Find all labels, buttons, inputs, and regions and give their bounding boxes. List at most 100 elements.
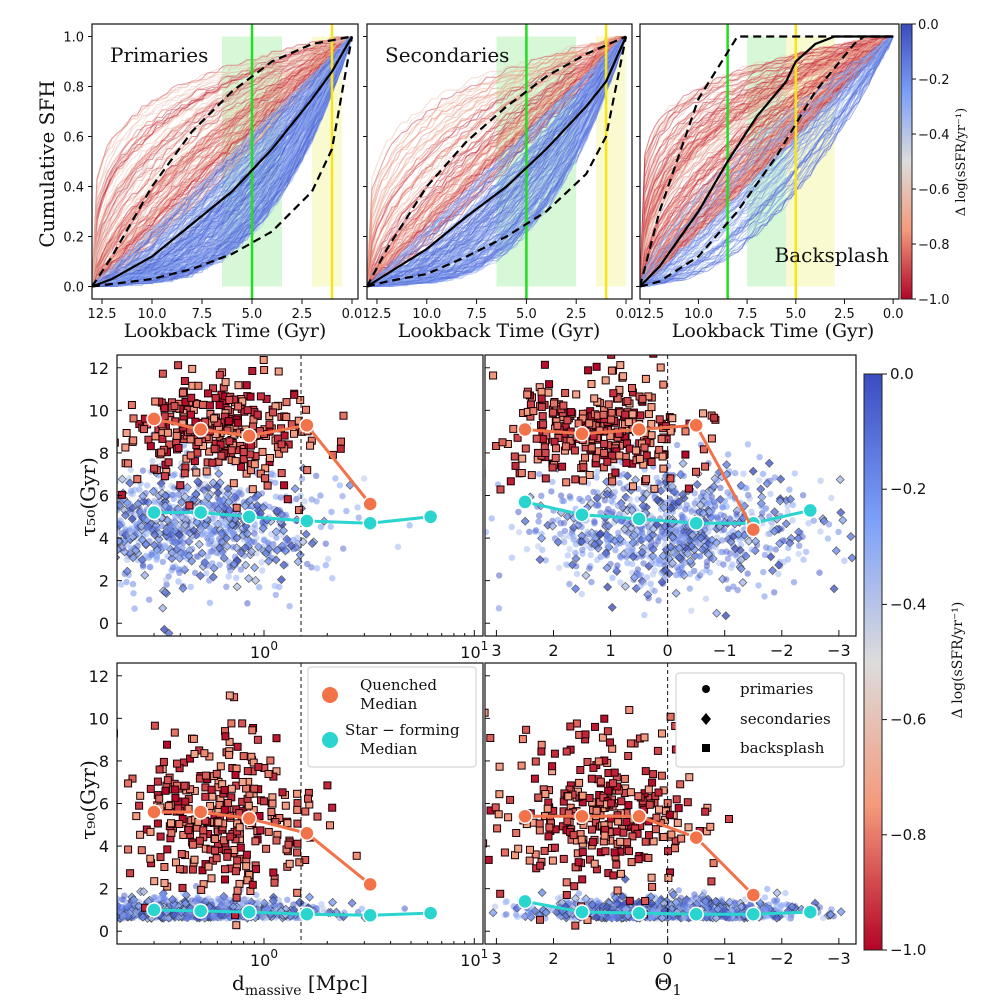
sf-point	[723, 548, 730, 555]
sf-point	[772, 546, 779, 553]
sfh-track	[92, 36, 353, 287]
sf-point	[273, 534, 280, 541]
sf-point	[736, 555, 746, 565]
quenched-point	[150, 464, 159, 473]
sfh-track	[92, 36, 353, 287]
sf-point	[692, 480, 702, 489]
sf-point	[756, 453, 763, 461]
sfh-track	[367, 36, 627, 287]
sfh-track	[92, 36, 353, 285]
quenched-point	[190, 750, 199, 758]
sf-point	[107, 480, 113, 486]
sfh-track	[92, 36, 353, 287]
sfh-track	[92, 36, 353, 287]
sfh-track	[92, 36, 353, 287]
sf-point	[206, 531, 214, 538]
sf-point	[688, 607, 695, 614]
sfh-track	[92, 36, 353, 287]
sf-point	[56, 908, 64, 916]
sf-point	[774, 560, 784, 570]
sf-point	[106, 913, 114, 921]
sfh-track	[640, 36, 894, 287]
sfh-track	[367, 36, 627, 287]
sfh-track	[92, 36, 353, 286]
sfh-track	[640, 36, 894, 287]
quenched-point	[117, 438, 119, 447]
sfh-track	[367, 36, 627, 287]
quenched-point	[590, 394, 599, 403]
sf-point	[259, 567, 266, 574]
sfh-track	[640, 36, 894, 286]
sfh-track	[92, 36, 353, 287]
quenched-point	[270, 878, 279, 887]
sf-point	[128, 525, 135, 532]
sf-point	[730, 583, 737, 590]
sf-point	[520, 516, 530, 526]
sf-point	[602, 563, 612, 573]
sfh-track	[92, 36, 353, 287]
quenched-point	[238, 778, 247, 786]
quenched-point	[248, 367, 257, 375]
sfh-track	[640, 36, 894, 287]
quenched-point	[235, 879, 244, 888]
sfh-track	[92, 36, 353, 284]
quenched-point	[572, 390, 581, 399]
sfh-xtick-label: 12.5	[635, 307, 664, 322]
sf-point	[614, 534, 622, 541]
sf-point	[110, 915, 116, 921]
sfh-track	[367, 36, 627, 287]
sf-point	[166, 504, 173, 512]
sfh-track	[92, 36, 353, 285]
sfh-track	[92, 36, 353, 287]
sf-point	[214, 469, 224, 479]
sfh-track	[367, 36, 627, 287]
sfh-track	[640, 36, 894, 287]
sf-point	[110, 908, 116, 914]
sf-point	[108, 902, 116, 910]
sfh-track	[367, 36, 627, 287]
sfh-track	[367, 36, 627, 287]
sfh-track	[640, 36, 894, 283]
sf-point	[193, 553, 200, 560]
sfh-track	[640, 36, 894, 286]
quenched-point	[188, 865, 197, 874]
sfh-band	[496, 36, 577, 287]
quenched-point	[561, 442, 570, 451]
quenched-point	[259, 356, 268, 364]
quenched-point	[155, 794, 164, 803]
sfh-track	[640, 36, 894, 287]
quenched-point	[234, 418, 243, 427]
sfh-track	[367, 36, 627, 284]
sfh-track	[367, 36, 627, 287]
sfh-track	[367, 36, 627, 284]
sfh-track	[92, 36, 353, 285]
sf-point	[661, 558, 668, 566]
sfh-track	[92, 36, 353, 287]
sf-point	[767, 490, 774, 498]
sf-point	[339, 492, 346, 500]
sfh-track	[367, 36, 626, 285]
sf-point	[799, 533, 806, 541]
sf-point	[831, 546, 841, 556]
quenched-point	[544, 388, 553, 397]
sf-point	[95, 549, 101, 555]
quenched-median-point	[192, 804, 209, 820]
sf-point	[60, 913, 66, 919]
sfh-track	[640, 36, 894, 284]
sf-point	[63, 907, 69, 913]
sf-point	[790, 579, 798, 586]
sfh-track	[640, 36, 894, 287]
sfh-track	[367, 36, 627, 287]
sfh-track	[92, 36, 353, 287]
sf-point	[734, 529, 743, 539]
sf-point	[109, 906, 115, 912]
sfh-track	[640, 36, 894, 284]
sfh-track	[367, 36, 627, 286]
top-colorbar-label: Δ log(sSFR/yr⁻¹)	[954, 108, 969, 216]
sfh-track	[640, 36, 894, 284]
sfh-track	[367, 36, 627, 287]
sf-point	[659, 580, 667, 587]
sfh-track	[92, 36, 353, 287]
sfh-track	[92, 36, 352, 287]
sf-point	[143, 530, 150, 537]
